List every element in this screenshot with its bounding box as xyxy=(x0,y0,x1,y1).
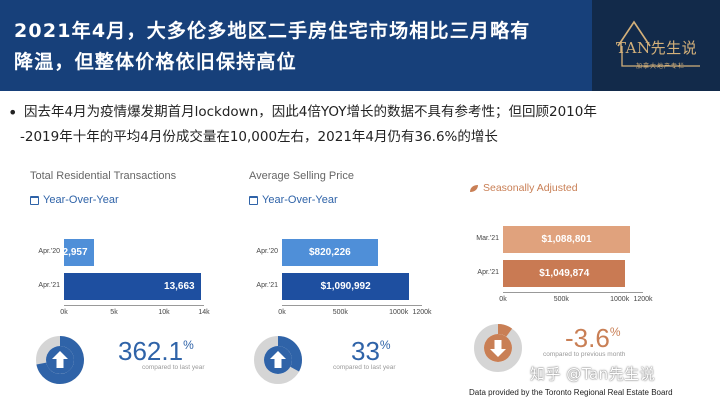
seasonal-gauge xyxy=(474,324,522,372)
transactions-bar-value-0: 2,957 xyxy=(62,246,88,258)
seasonal-title-label: Seasonally Adjusted xyxy=(483,182,578,194)
transactions-bar-category-1: Apr.'21 xyxy=(38,281,60,289)
transactions-change-value: 362.1 xyxy=(118,336,184,366)
price-subtitle-label: Year-Over-Year xyxy=(262,194,338,206)
logo-subtitle: 加拿大地产专栏 xyxy=(636,63,686,70)
transactions-x-tick-2: 10k xyxy=(158,309,170,316)
house-logo-icon xyxy=(617,20,700,67)
seasonal-title: Seasonally Adjusted xyxy=(469,182,578,194)
price-title: Average Selling Price xyxy=(249,170,354,182)
seasonal-x-tick-1: 500k xyxy=(553,296,569,303)
price-x-tick-1: 500k xyxy=(332,309,348,316)
seasonal-change-unit: % xyxy=(609,325,621,339)
bullet-line-1: 因去年4月为疫情爆发期首月lockdown，因此4倍YOY增长的数据不具有参考性… xyxy=(24,104,597,120)
transactions-bar-category-0: Apr.'20 xyxy=(38,247,60,255)
price-x-tick-0: 0k xyxy=(278,309,286,316)
price-subtitle: Year-Over-Year xyxy=(249,194,338,206)
seasonal-bar-value-0: $1,088,801 xyxy=(541,233,592,245)
transactions-change: 362.1% xyxy=(118,336,194,367)
arrow-down-icon xyxy=(490,340,506,357)
price-change-unit: % xyxy=(379,338,391,352)
arrow-up-icon xyxy=(270,351,286,368)
data-source: Data provided by the Toronto Regional Re… xyxy=(469,388,673,397)
title-line-1: 2021年4月，大多伦多地区二手房住宅市场相比三月略有 xyxy=(14,20,531,42)
transactions-x-tick-1: 5k xyxy=(110,309,118,316)
logo-text: TAN先生说 xyxy=(616,39,698,57)
price-bar-category-0: Apr.'20 xyxy=(256,247,278,255)
seasonal-bar-category-0: Mar.'21 xyxy=(476,234,499,242)
seasonal-bar-0 xyxy=(503,226,631,253)
price-gauge-fill xyxy=(278,336,302,372)
watermark: 知乎 @Tan先生说 xyxy=(530,365,656,383)
seasonal-bar-category-1: Apr.'21 xyxy=(477,268,499,276)
price-change: 33% xyxy=(351,336,391,367)
transactions-x-axis xyxy=(64,305,204,306)
transactions-subtitle: Year-Over-Year xyxy=(30,194,119,206)
transactions-x-tick-3: 14k xyxy=(198,309,210,316)
price-bar-0 xyxy=(282,239,378,266)
transactions-change-unit: % xyxy=(183,338,194,352)
price-bar-category-1: Apr.'21 xyxy=(256,281,278,289)
price-caption: compared to last year xyxy=(333,364,396,371)
price-change-value: 33 xyxy=(351,336,380,366)
leaf-icon xyxy=(470,184,478,192)
header-banner: 2021年4月，大多伦多地区二手房住宅市场相比三月略有 降温，但整体价格依旧保持… xyxy=(0,0,720,91)
brand-logo: TAN先生说 加拿大地产专栏 xyxy=(592,0,720,91)
seasonal-x-tick-3: 1200k xyxy=(633,296,653,303)
title-line-2: 降温，但整体价格依旧保持高位 xyxy=(14,51,297,73)
price-x-tick-2: 1000k xyxy=(389,309,409,316)
calendar-icon xyxy=(249,195,258,205)
seasonal-change: -3.6% xyxy=(565,323,620,354)
seasonal-change-value: -3.6 xyxy=(565,323,610,353)
price-x-tick-3: 1200k xyxy=(412,309,432,316)
transactions-caption: compared to last year xyxy=(142,364,205,371)
arrow-up-icon xyxy=(52,351,68,368)
transactions-subtitle-label: Year-Over-Year xyxy=(43,194,119,206)
bullet-dot-icon: • xyxy=(8,103,18,122)
price-x-axis xyxy=(282,305,422,306)
seasonal-bar-value-1: $1,049,874 xyxy=(539,267,590,279)
seasonal-caption: compared to previous month xyxy=(543,351,626,358)
price-bar-value-0: $820,226 xyxy=(308,246,351,258)
bullet-line-2: -2019年十年的平均4月份成交量在10,000左右，2021年4月仍有36.6… xyxy=(20,129,498,145)
transactions-bar-value-1: 13,663 xyxy=(164,280,195,292)
transactions-gauge-fill xyxy=(36,336,84,384)
page-title: 2021年4月，大多伦多地区二手房住宅市场相比三月略有 降温，但整体价格依旧保持… xyxy=(14,16,584,78)
seasonal-x-tick-2: 1000k xyxy=(610,296,630,303)
transactions-bar-0 xyxy=(64,239,94,266)
transactions-bar-1 xyxy=(64,273,201,300)
seasonal-x-tick-0: 0k xyxy=(499,296,507,303)
seasonal-x-axis xyxy=(503,292,643,293)
seasonal-gauge-fill xyxy=(498,324,513,337)
price-bar-value-1: $1,090,992 xyxy=(320,280,371,292)
calendar-icon xyxy=(30,195,39,205)
transactions-title: Total Residential Transactions xyxy=(30,170,177,182)
transactions-gauge xyxy=(36,336,84,384)
price-bar-1 xyxy=(282,273,410,300)
price-gauge xyxy=(254,336,302,384)
seasonal-bar-1 xyxy=(503,260,626,287)
transactions-x-tick-0: 0k xyxy=(60,309,68,316)
